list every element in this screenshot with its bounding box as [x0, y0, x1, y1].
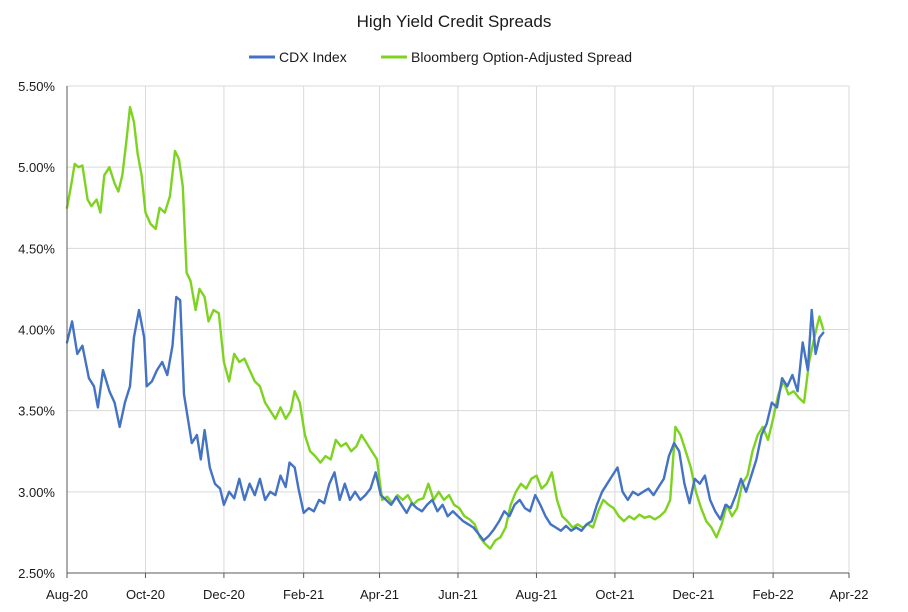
x-tick-label: Feb-22: [753, 587, 794, 602]
y-tick-label: 5.00%: [18, 160, 55, 175]
y-tick-label: 3.50%: [18, 404, 55, 419]
y-tick-label: 4.00%: [18, 323, 55, 338]
grid: [67, 85, 850, 573]
x-tick-label: Aug-21: [515, 587, 557, 602]
x-tick-label: Aug-20: [46, 587, 88, 602]
y-tick-label: 5.50%: [18, 79, 55, 94]
series-line-cdx: [65, 295, 825, 542]
x-tick-label: Oct-20: [126, 587, 165, 602]
axes: 2.50% 3.00% 3.50% 4.00% 4.50% 5.00% 5.50% Aug-2…: [18, 79, 868, 602]
legend-item-bloomberg: Bloomberg Option-Adjusted Spread: [381, 49, 632, 65]
x-tick-label: Dec-20: [203, 587, 245, 602]
x-tick-label: Dec-21: [672, 587, 714, 602]
plot-area: [65, 105, 825, 550]
legend-label-cdx: CDX Index: [279, 49, 347, 65]
x-tick-label: Jun-21: [438, 587, 478, 602]
y-tick-label: 2.50%: [18, 566, 55, 581]
x-tick-label: Apr-22: [829, 587, 868, 602]
x-tick-label: Feb-21: [283, 587, 324, 602]
legend-item-cdx: CDX Index: [249, 49, 347, 65]
x-tick-label: Apr-21: [360, 587, 399, 602]
y-tick-label: 4.50%: [18, 241, 55, 256]
x-tick-label: Oct-21: [595, 587, 634, 602]
legend: CDX Index Bloomberg Option-Adjusted Spre…: [249, 49, 632, 65]
legend-label-bloomberg: Bloomberg Option-Adjusted Spread: [411, 49, 632, 65]
y-tick-label: 3.00%: [18, 485, 55, 500]
chart-title: High Yield Credit Spreads: [357, 12, 552, 31]
